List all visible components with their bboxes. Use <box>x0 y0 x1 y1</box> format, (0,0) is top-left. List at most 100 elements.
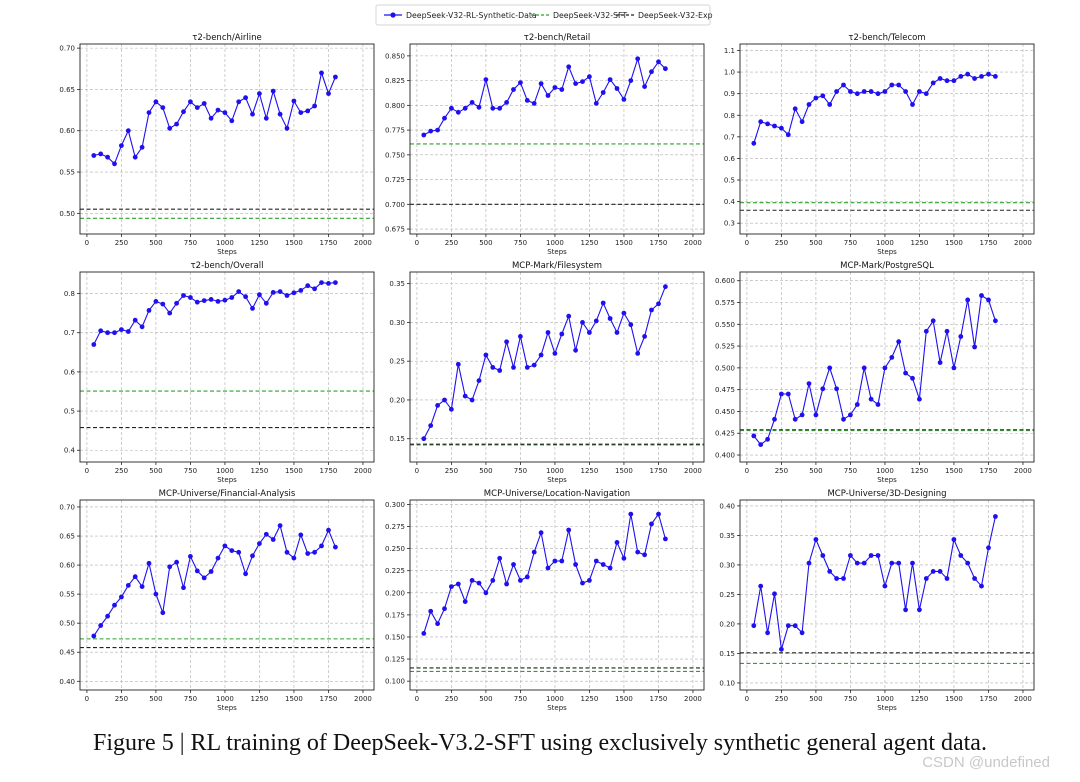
data-point <box>91 633 97 639</box>
data-point <box>875 402 881 407</box>
data-point <box>600 300 606 306</box>
y-tick-label: 0.750 <box>385 151 405 159</box>
chart-panel: 0 250 500 750 1000 1250 1500 1750 2000 0.10 0.15 0.… <box>719 489 1035 712</box>
data-point <box>545 565 551 571</box>
x-tick-label: 250 <box>115 695 128 703</box>
data-point <box>785 132 791 138</box>
y-tick-label: 1.1 <box>724 47 735 55</box>
data-point <box>229 118 235 124</box>
data-point <box>820 553 826 558</box>
y-tick-label: 0.30 <box>719 561 735 569</box>
data-point <box>958 74 964 79</box>
data-point <box>442 397 447 403</box>
x-tick-label: 750 <box>514 695 527 703</box>
axes-frame <box>409 43 705 235</box>
data-point <box>201 575 207 581</box>
x-tick-label: 1000 <box>546 467 564 475</box>
data-point <box>986 71 991 77</box>
data-point <box>813 537 819 542</box>
y-tick-label: 0.725 <box>385 176 405 184</box>
data-point <box>834 89 839 94</box>
x-tick-label: 500 <box>149 695 162 703</box>
data-point <box>518 80 523 85</box>
data-point <box>573 562 578 567</box>
data-point <box>663 284 668 290</box>
y-tick-label: 0.250 <box>385 545 405 553</box>
data-point <box>270 88 276 94</box>
data-point <box>758 119 764 125</box>
y-tick-label: 0.500 <box>715 364 735 372</box>
data-point <box>270 537 276 542</box>
chart-panel: 0 250 500 750 1000 1250 1500 1750 2000 0.40 0.45 0.… <box>59 489 375 712</box>
x-tick-label: 1500 <box>285 467 303 475</box>
x-tick-label: 1250 <box>581 239 599 247</box>
data-point <box>105 154 110 160</box>
axes-frame <box>79 271 375 463</box>
data-point <box>462 393 468 399</box>
data-point <box>312 103 317 109</box>
data-point <box>937 76 943 81</box>
data-point <box>806 560 812 566</box>
chart-title: MCP-Mark/PostgreSQL <box>840 261 934 271</box>
data-point <box>160 301 166 307</box>
data-point <box>146 560 152 566</box>
x-tick-label: 0 <box>415 467 419 475</box>
data-point <box>559 87 565 92</box>
y-tick-label: 0.50 <box>59 620 75 628</box>
x-tick-label: 250 <box>775 695 788 703</box>
y-tick-label: 0.7 <box>64 329 75 337</box>
data-point <box>621 310 627 316</box>
data-point <box>449 584 454 589</box>
data-point <box>910 375 915 381</box>
y-tick-label: 0.450 <box>715 408 735 416</box>
data-point <box>607 565 613 571</box>
x-tick-label: 2000 <box>354 239 372 247</box>
data-point <box>649 307 654 313</box>
data-point <box>799 630 805 636</box>
data-point <box>132 574 138 580</box>
data-point <box>442 115 447 121</box>
data-point <box>215 107 221 113</box>
data-point <box>854 91 860 97</box>
data-point <box>854 402 860 407</box>
chart-panel: 0 250 500 750 1000 1250 1500 1750 2000 0.3 0.4 0.5 0… <box>724 33 1035 256</box>
data-point <box>903 370 908 376</box>
x-tick-label: 2000 <box>1014 467 1032 475</box>
data-point <box>333 280 338 285</box>
data-point <box>965 560 971 566</box>
x-tick-label: 500 <box>479 239 492 247</box>
data-point <box>854 560 860 566</box>
data-point <box>291 290 297 296</box>
data-point <box>222 543 228 549</box>
y-tick-label: 0.35 <box>719 532 735 540</box>
data-point <box>497 368 503 373</box>
data-point <box>972 76 977 81</box>
legend: DeepSeek-V32-RL-Synthetic-Data DeepSeek-V… <box>375 4 713 26</box>
data-point <box>751 623 757 629</box>
chart-title: τ2-bench/Telecom <box>848 33 925 43</box>
data-point <box>98 623 104 628</box>
data-point <box>236 99 242 105</box>
data-point <box>435 127 440 133</box>
y-tick-label: 0.225 <box>385 567 405 575</box>
y-tick-label: 0.8 <box>64 290 75 298</box>
x-tick-label: 750 <box>184 467 197 475</box>
data-point <box>208 569 214 574</box>
data-point <box>236 289 242 294</box>
data-point <box>215 555 221 561</box>
y-tick-label: 0.25 <box>389 358 405 366</box>
data-point <box>119 143 124 149</box>
data-point <box>174 559 180 565</box>
data-point <box>194 299 200 305</box>
data-point <box>593 101 599 106</box>
data-point <box>628 511 634 517</box>
data-point <box>511 87 516 92</box>
y-tick-label: 0.7 <box>724 133 735 141</box>
data-point <box>222 110 228 115</box>
data-point <box>284 549 290 555</box>
data-point <box>291 555 297 561</box>
data-point <box>490 578 496 583</box>
data-point <box>649 69 654 75</box>
x-tick-label: 750 <box>844 467 857 475</box>
data-point <box>785 391 791 397</box>
